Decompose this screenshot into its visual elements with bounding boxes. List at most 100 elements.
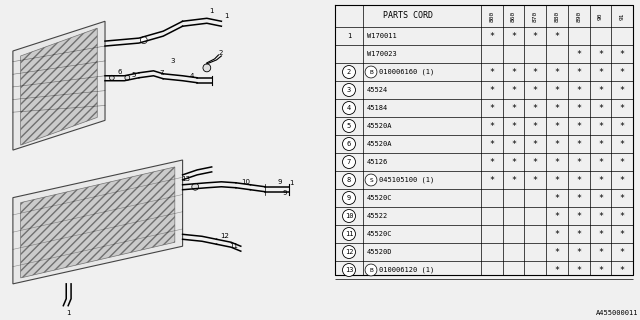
Text: *: * [598, 247, 603, 257]
Text: B: B [369, 69, 373, 75]
Text: *: * [576, 103, 581, 113]
Text: *: * [598, 68, 603, 76]
Text: *: * [554, 247, 559, 257]
Text: *: * [620, 194, 625, 203]
Text: *: * [620, 266, 625, 275]
Circle shape [342, 173, 355, 187]
Circle shape [365, 66, 377, 78]
Text: 9: 9 [282, 190, 287, 196]
Text: *: * [620, 140, 625, 148]
Text: *: * [554, 68, 559, 76]
Text: *: * [511, 140, 516, 148]
Text: *: * [576, 175, 581, 185]
Text: 1: 1 [347, 33, 351, 39]
Text: B: B [369, 268, 373, 273]
Text: 1: 1 [289, 180, 294, 186]
Text: 010006160 (1): 010006160 (1) [379, 69, 435, 75]
Text: *: * [490, 175, 494, 185]
Text: *: * [620, 50, 625, 59]
Text: 6: 6 [117, 69, 122, 75]
Text: *: * [511, 157, 516, 166]
Text: *: * [598, 212, 603, 220]
Text: 4: 4 [347, 105, 351, 111]
Text: *: * [532, 103, 538, 113]
Text: *: * [490, 157, 494, 166]
Text: 9: 9 [347, 195, 351, 201]
Text: 45126: 45126 [367, 159, 388, 165]
Text: 1: 1 [209, 8, 214, 14]
Circle shape [365, 174, 377, 186]
Text: *: * [576, 50, 581, 59]
Text: *: * [620, 247, 625, 257]
Circle shape [342, 210, 355, 222]
Text: *: * [554, 103, 559, 113]
Text: 9: 9 [277, 179, 282, 185]
Text: 1: 1 [66, 310, 70, 316]
Polygon shape [20, 28, 97, 145]
Text: *: * [598, 175, 603, 185]
Circle shape [203, 64, 211, 72]
Text: *: * [511, 175, 516, 185]
Text: 91: 91 [620, 12, 625, 20]
Text: *: * [598, 140, 603, 148]
Text: *: * [532, 175, 538, 185]
Circle shape [140, 36, 147, 44]
Text: *: * [620, 103, 625, 113]
Text: *: * [532, 85, 538, 94]
Text: S: S [369, 178, 373, 182]
Text: 2: 2 [347, 69, 351, 75]
Text: 11: 11 [230, 243, 239, 249]
Text: 3: 3 [171, 58, 175, 64]
Circle shape [342, 101, 355, 115]
Polygon shape [13, 21, 105, 150]
Text: *: * [490, 31, 494, 41]
Text: 800: 800 [490, 10, 494, 22]
Text: A455000011: A455000011 [595, 310, 638, 316]
Text: 010006120 (1): 010006120 (1) [379, 267, 435, 273]
Text: *: * [511, 31, 516, 41]
Text: *: * [554, 31, 559, 41]
Text: *: * [598, 229, 603, 238]
Text: 7: 7 [159, 70, 163, 76]
Text: *: * [576, 266, 581, 275]
Circle shape [109, 75, 114, 80]
Text: *: * [490, 68, 494, 76]
Text: *: * [511, 103, 516, 113]
Text: 45520C: 45520C [367, 231, 392, 237]
Text: *: * [620, 122, 625, 131]
Text: 12: 12 [345, 249, 353, 255]
Text: 13: 13 [345, 267, 353, 273]
Circle shape [342, 156, 355, 168]
Text: *: * [576, 194, 581, 203]
Text: *: * [532, 122, 538, 131]
Text: *: * [620, 157, 625, 166]
Text: *: * [490, 140, 494, 148]
Text: 10: 10 [345, 213, 353, 219]
Circle shape [342, 119, 355, 132]
Circle shape [342, 228, 355, 241]
Text: *: * [576, 229, 581, 238]
Text: 45520A: 45520A [367, 123, 392, 129]
Text: *: * [598, 85, 603, 94]
Text: 5: 5 [347, 123, 351, 129]
Circle shape [342, 191, 355, 204]
Text: *: * [598, 194, 603, 203]
Text: *: * [598, 50, 603, 59]
Text: *: * [598, 103, 603, 113]
Text: *: * [598, 266, 603, 275]
Text: *: * [576, 85, 581, 94]
Text: *: * [554, 157, 559, 166]
Text: *: * [532, 140, 538, 148]
Text: 045105100 (1): 045105100 (1) [379, 177, 435, 183]
Text: *: * [576, 140, 581, 148]
Text: 8: 8 [347, 177, 351, 183]
Circle shape [192, 183, 198, 190]
Text: 2: 2 [218, 50, 223, 56]
Text: *: * [554, 140, 559, 148]
Text: 11: 11 [345, 231, 353, 237]
Text: *: * [576, 122, 581, 131]
Text: *: * [576, 247, 581, 257]
Text: 45520A: 45520A [367, 141, 392, 147]
Text: *: * [576, 212, 581, 220]
Text: 45520C: 45520C [367, 195, 392, 201]
